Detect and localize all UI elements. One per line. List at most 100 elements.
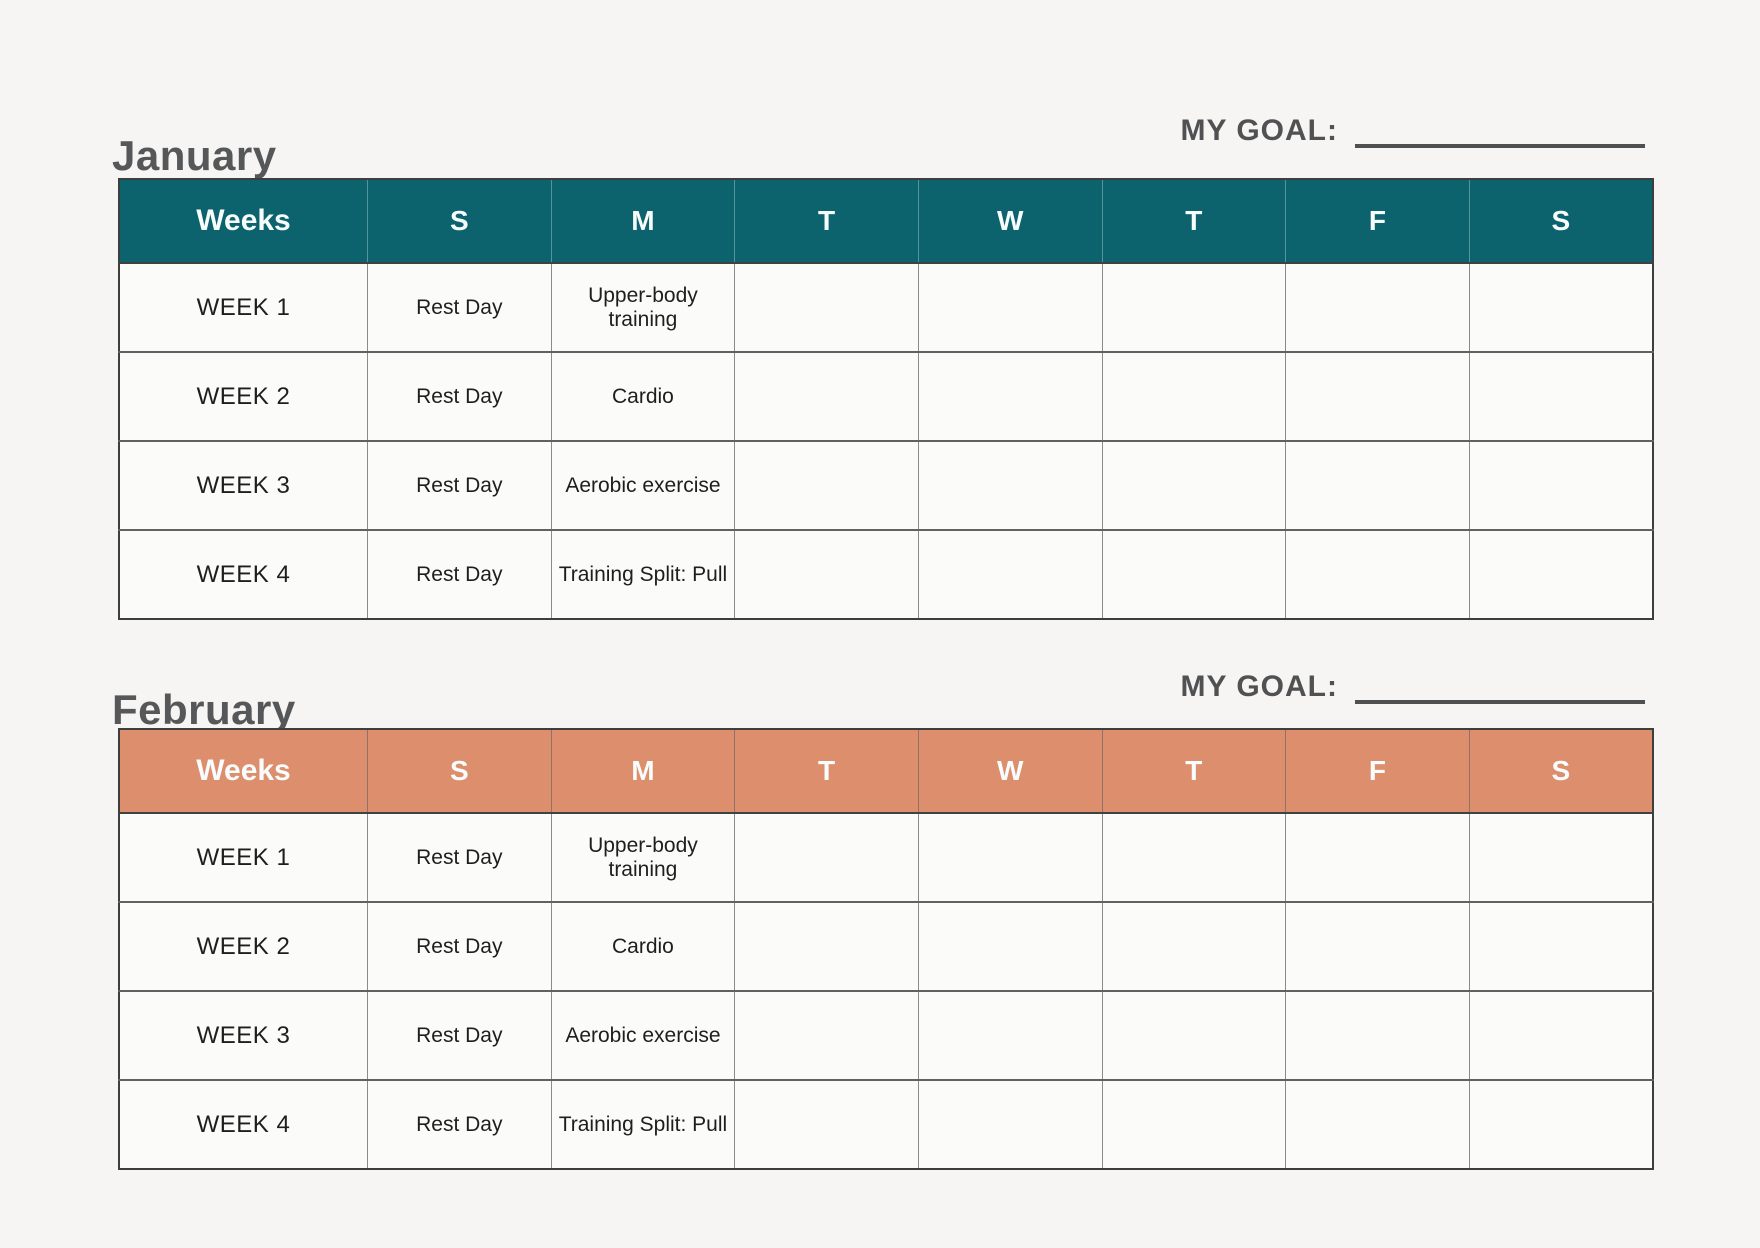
week-label: WEEK 1: [118, 262, 368, 353]
column-header-wednesday: W: [917, 179, 1102, 264]
table-cell: Rest Day: [367, 1079, 552, 1170]
column-header-weeks: Weeks: [119, 729, 368, 814]
column-header-monday: M: [550, 179, 735, 264]
table-cell: [917, 901, 1103, 992]
column-header-tuesday: T: [734, 179, 919, 264]
table-row: WEEK 3 Rest Day Aerobic exercise: [118, 990, 1654, 1081]
month-title-january: January: [112, 132, 277, 180]
table-cell: [1285, 440, 1470, 531]
table-row: WEEK 2 Rest Day Cardio: [118, 351, 1654, 442]
table-cell: [1468, 1079, 1654, 1170]
table-cell: Rest Day: [367, 440, 552, 531]
table-cell: [734, 262, 919, 353]
goal-label: MY GOAL:: [1180, 114, 1338, 147]
week-label: WEEK 4: [118, 529, 368, 620]
table-cell: [734, 529, 919, 620]
column-header-saturday: S: [1468, 729, 1653, 814]
table-cell: [1101, 351, 1287, 442]
week-label: WEEK 1: [118, 812, 368, 903]
table-cell: [734, 990, 919, 1081]
column-header-sunday: S: [367, 729, 552, 814]
table-cell: [1285, 1079, 1470, 1170]
table-row: WEEK 2 Rest Day Cardio: [118, 901, 1654, 992]
table-cell: [1101, 1079, 1287, 1170]
table-cell: [917, 440, 1103, 531]
week-label: WEEK 3: [118, 990, 368, 1081]
table-row: WEEK 1 Rest Day Upper-body training: [118, 812, 1654, 903]
goal-label: MY GOAL:: [1180, 670, 1338, 703]
table-row: WEEK 4 Rest Day Training Split: Pull: [118, 529, 1654, 620]
table-cell: [1285, 351, 1470, 442]
table-cell: [1285, 901, 1470, 992]
week-label: WEEK 2: [118, 901, 368, 992]
table-cell: [1285, 990, 1470, 1081]
table-cell: [1101, 529, 1287, 620]
table-cell: [917, 529, 1103, 620]
table-cell: [917, 351, 1103, 442]
goal-row-january: MY GOAL:: [1181, 114, 1645, 148]
table-cell: [1468, 901, 1654, 992]
table-cell: [734, 1079, 919, 1170]
header-row: Weeks S M T W T F S: [119, 179, 1653, 264]
table-cell: [1285, 262, 1470, 353]
table-cell: [1101, 990, 1287, 1081]
table-row: WEEK 1 Rest Day Upper-body training: [118, 262, 1654, 353]
table-cell: Upper-body training: [550, 262, 736, 353]
table-cell: [1285, 529, 1470, 620]
table-cell: [1101, 901, 1287, 992]
table-cell: [1468, 440, 1654, 531]
calendar-table-january: Weeks S M T W T F S WEEK 1 Rest Day Uppe…: [118, 178, 1654, 620]
column-header-tuesday: T: [734, 729, 919, 814]
column-header-friday: F: [1285, 729, 1470, 814]
table-cell: Rest Day: [367, 262, 552, 353]
table-cell: Cardio: [550, 901, 736, 992]
week-label: WEEK 4: [118, 1079, 368, 1170]
table-cell: [1101, 812, 1287, 903]
table-cell: [734, 812, 919, 903]
week-label: WEEK 3: [118, 440, 368, 531]
table-cell: [917, 990, 1103, 1081]
table-cell: Training Split: Pull: [550, 1079, 736, 1170]
table-cell: Upper-body training: [550, 812, 736, 903]
column-header-friday: F: [1285, 179, 1470, 264]
column-header-weeks: Weeks: [119, 179, 368, 264]
table-cell: Cardio: [550, 351, 736, 442]
column-header-wednesday: W: [917, 729, 1102, 814]
table-cell: Aerobic exercise: [550, 440, 736, 531]
calendar-table-february: Weeks S M T W T F S WEEK 1 Rest Day Uppe…: [118, 728, 1654, 1170]
table-cell: [917, 262, 1103, 353]
table-row: WEEK 3 Rest Day Aerobic exercise: [118, 440, 1654, 531]
week-label: WEEK 2: [118, 351, 368, 442]
table-cell: [1101, 262, 1287, 353]
table-cell: [734, 901, 919, 992]
table-cell: Rest Day: [367, 812, 552, 903]
table-cell: [1468, 812, 1654, 903]
table-cell: [734, 440, 919, 531]
table-cell: Rest Day: [367, 901, 552, 992]
column-header-thursday: T: [1101, 729, 1286, 814]
column-header-monday: M: [550, 729, 735, 814]
table-cell: Aerobic exercise: [550, 990, 736, 1081]
table-cell: Rest Day: [367, 351, 552, 442]
column-header-saturday: S: [1468, 179, 1653, 264]
goal-blank-line: [1355, 114, 1645, 148]
table-cell: Rest Day: [367, 529, 552, 620]
table-cell: [1468, 529, 1654, 620]
goal-row-february: MY GOAL:: [1181, 670, 1645, 704]
table-cell: [1101, 440, 1287, 531]
table-cell: [1285, 812, 1470, 903]
table-cell: [917, 812, 1103, 903]
goal-blank-line: [1355, 670, 1645, 704]
table-cell: [1468, 351, 1654, 442]
column-header-sunday: S: [367, 179, 552, 264]
month-title-february: February: [112, 686, 296, 734]
table-cell: [917, 1079, 1103, 1170]
header-row: Weeks S M T W T F S: [119, 729, 1653, 814]
table-cell: [1468, 990, 1654, 1081]
table-cell: Rest Day: [367, 990, 552, 1081]
table-cell: [734, 351, 919, 442]
table-cell: [1468, 262, 1654, 353]
table-row: WEEK 4 Rest Day Training Split: Pull: [118, 1079, 1654, 1170]
table-cell: Training Split: Pull: [550, 529, 736, 620]
column-header-thursday: T: [1101, 179, 1286, 264]
